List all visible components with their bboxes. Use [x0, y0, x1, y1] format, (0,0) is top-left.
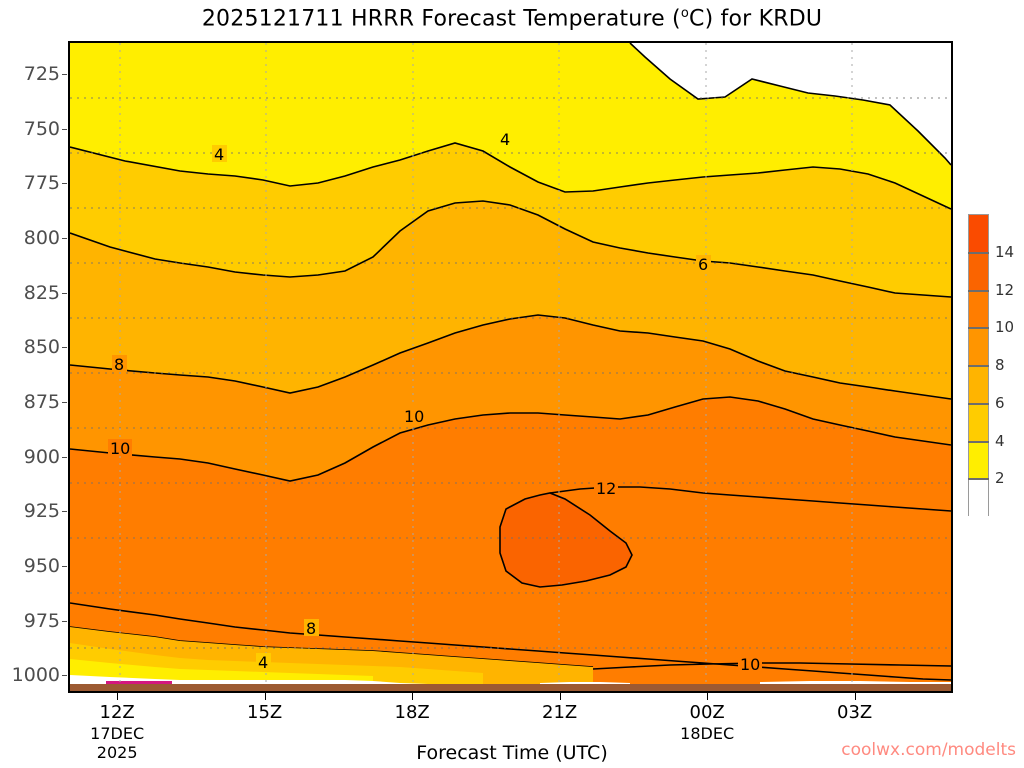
colorbar-tick-mark-10: [968, 327, 989, 330]
colorbar-tick-label-8: 8: [995, 356, 1005, 374]
contour-label-8-b: 8: [306, 619, 316, 638]
y-tick-mark-950: [62, 566, 67, 568]
y-tick-mark-1000: [62, 675, 67, 677]
y-tick-label-875: 875: [23, 391, 60, 413]
colorbar-tick-label-14: 14: [995, 242, 1015, 261]
filled-contour-bands: [70, 43, 951, 691]
x-tick-mark-12Z: [117, 693, 119, 700]
colorbar-tick-label-10: 10: [995, 318, 1015, 337]
y-tick-mark-875: [62, 402, 67, 403]
title-suffix: ) for KRDU: [704, 6, 823, 32]
title-degree-superscript: o: [680, 6, 689, 21]
x-tick-mark-03Z: [854, 693, 856, 700]
colorbar-tick-label-12: 12: [995, 280, 1015, 299]
colorbar-tick-mark-12: [968, 289, 989, 292]
y-tick-mark-825: [62, 292, 67, 294]
colorbar-band-4-6: [969, 403, 988, 442]
contour-label-group: 4 4 6 8 10 10 12 10 8 4: [108, 130, 762, 674]
contour-line-12-closed: [499, 492, 633, 588]
y-tick-label-800: 800: [23, 226, 60, 249]
y-tick-mark-975: [62, 620, 67, 622]
y-tick-label-725: 725: [23, 62, 60, 85]
title-prefix: 2025121711 HRRR Forecast Temperature (: [201, 6, 681, 32]
watermark[interactable]: coolwx.com/modelts: [841, 740, 1016, 760]
contour-line-12: [549, 486, 951, 512]
colorbar-band-8-10: [969, 328, 988, 366]
colorbar-band-10-12: [969, 290, 988, 329]
y-tick-mark-900: [62, 456, 67, 458]
contour-label-8-a: 8: [114, 355, 124, 374]
contour-label-10-a: 10: [110, 439, 130, 458]
colorbar-tick-mark-6: [968, 402, 989, 405]
contour-line-8-lower: [70, 602, 951, 681]
colorbar-band-<2: [969, 479, 988, 517]
page-title: 2025121711 HRRR Forecast Temperature (oC…: [0, 6, 1024, 31]
y-tick-label-1000: 1000: [11, 664, 60, 687]
contour-label-6-a: 6: [698, 255, 708, 274]
contour-label-4-c: 4: [258, 653, 268, 672]
y-tick-label-975: 975: [23, 609, 60, 632]
contour-line-2: [629, 43, 951, 166]
x-tick-label-21Z: 21Z: [542, 702, 578, 723]
y-tick-mark-850: [62, 347, 67, 349]
colorbar-tick-mark-2: [968, 478, 989, 481]
y-tick-mark-775: [62, 183, 67, 185]
y-tick-label-950: 950: [23, 555, 60, 578]
x-tick-mark-15Z: [264, 693, 266, 700]
x-tick-mark-18Z: [412, 693, 414, 700]
colorbar-tick-mark-14: [968, 251, 989, 254]
colorbar-tick-mark-4: [968, 440, 989, 443]
x-date-label-2025: 2025: [96, 743, 138, 762]
contour-label-4-b: 4: [500, 130, 510, 149]
contour-label-10-c: 10: [740, 655, 760, 674]
x-axis-label: Forecast Time (UTC): [416, 742, 608, 764]
contour-label-4-a: 4: [214, 145, 224, 164]
colorbar-tick-mark-8: [968, 365, 989, 367]
colorbar-band->14: [969, 215, 988, 253]
y-tick-label-825: 825: [23, 281, 60, 304]
band-above-12-closed: [500, 493, 632, 587]
y-tick-mark-800: [62, 237, 67, 239]
y-tick-mark-750: [62, 128, 67, 130]
plot-area: 4 4 6 8 10 10 12 10 8 4: [68, 41, 953, 693]
colorbar-tick-label-4: 4: [995, 431, 1005, 450]
contour-plot-svg: 4 4 6 8 10 10 12 10 8 4: [70, 43, 951, 691]
contour-label-10-b: 10: [404, 407, 424, 426]
contour-line-10: [70, 396, 951, 482]
y-tick-label-775: 775: [23, 172, 60, 195]
x-tick-label-03Z: 03Z: [837, 702, 873, 723]
y-tick-mark-725: [62, 73, 67, 75]
y-tick-mark-925: [62, 511, 67, 513]
y-tick-label-900: 900: [23, 445, 60, 468]
title-unit: C: [689, 6, 705, 32]
contour-line-8: [70, 314, 951, 400]
y-tick-label-750: 750: [23, 117, 60, 140]
x-tick-label-18Z: 18Z: [394, 702, 430, 723]
terrain-band: [70, 684, 951, 691]
x-tick-mark-21Z: [559, 693, 561, 700]
colorbar-tick-label-6: 6: [995, 393, 1005, 412]
contour-line-6: [70, 200, 951, 298]
precip-type-marker: [106, 681, 172, 684]
x-tick-mark-00Z: [707, 693, 709, 700]
colorbar-band-2-4: [969, 441, 988, 480]
colorbar-band-6-8: [969, 366, 988, 404]
colorbar-band-12-14: [969, 252, 988, 291]
colorbar-tick-label-2: 2: [995, 469, 1005, 488]
x-tick-label-15Z: 15Z: [247, 702, 283, 723]
x-tick-label-12Z: 12Z: [99, 702, 135, 723]
x-date-label-17DEC: 17DEC: [90, 724, 145, 743]
x-tick-label-00Z: 00Z: [689, 702, 725, 723]
y-tick-label-850: 850: [23, 336, 60, 359]
contour-label-12-a: 12: [596, 479, 616, 498]
y-tick-label-925: 925: [23, 500, 60, 523]
contour-line-4: [70, 142, 951, 210]
x-date-label-18DEC: 18DEC: [680, 724, 735, 743]
